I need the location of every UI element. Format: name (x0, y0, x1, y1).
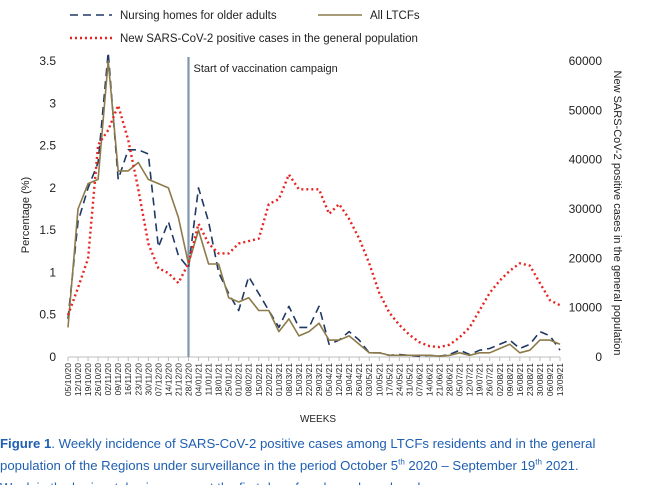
x-tick-label: 31/05/21 (404, 363, 414, 396)
vaccination-annotation: Start of vaccination campaign (187, 57, 338, 357)
x-tick-label: 28/06/21 (445, 363, 455, 396)
y2-axis-label: New SARS-CoV-2 positive cases in the gen… (611, 71, 623, 356)
x-tick-label: 26/04/21 (354, 363, 364, 396)
caption-text-1: . Weekly incidence of SARS-CoV-2 positiv… (51, 436, 596, 451)
x-tick-label: 24/05/21 (394, 363, 404, 396)
caption-line-2: population of the Regions under surveill… (0, 455, 640, 477)
x-tick-label: 07/06/21 (414, 363, 424, 396)
x-tick-label: 14/12/20 (163, 363, 173, 396)
x-tick-label: 05/10/20 (63, 363, 73, 396)
legend-label-3: New SARS-CoV-2 positive cases in the gen… (120, 33, 418, 45)
x-tick-label: 15/02/21 (254, 363, 264, 396)
caption-text-2b: 2020 – September 19 (404, 458, 536, 473)
x-tick-label: 03/05/21 (364, 363, 374, 396)
series-line-1 (67, 51, 561, 358)
caption-text-2a: population of the Regions under surveill… (0, 458, 399, 473)
x-tick-label: 15/03/21 (294, 363, 304, 396)
x-tick-label: 09/11/20 (113, 363, 123, 396)
x-tick-label: 16/08/21 (515, 363, 525, 396)
legend-label-2: All LTCFs (370, 10, 420, 22)
x-axis-ticks: 05/10/20 12/10/20 19/10/20 26/10/20 02/11/20… (63, 357, 565, 396)
x-tick-label: 18/01/21 (214, 363, 224, 396)
x-axis-label: WEEKS (300, 414, 336, 425)
right-tick-label: 40000 (569, 153, 603, 167)
x-tick-label: 08/02/21 (244, 363, 254, 396)
x-tick-label: 14/06/21 (424, 363, 434, 396)
caption-text-2c: 2021. (541, 458, 579, 473)
left-tick-label: 3 (49, 96, 56, 110)
left-tick-label: 2.5 (39, 139, 56, 153)
x-tick-label: 17/05/21 (384, 363, 394, 396)
x-tick-label: 04/01/21 (194, 363, 204, 396)
x-tick-label: 22/03/21 (304, 363, 314, 396)
vaccination-label: Start of vaccination campaign (193, 63, 337, 75)
x-tick-label: 29/03/21 (314, 363, 324, 396)
left-tick-label: 3.5 (39, 54, 56, 68)
left-tick-label: 0.5 (39, 308, 56, 322)
right-tick-label: 30000 (569, 202, 603, 216)
x-tick-label: 16/11/20 (123, 363, 133, 396)
caption-sup-a: th (398, 457, 405, 467)
x-tick-label: 06/09/21 (545, 363, 555, 396)
x-tick-label: 22/02/21 (264, 363, 274, 396)
x-tick-label: 02/11/20 (103, 363, 113, 396)
x-tick-label: 23/08/21 (525, 363, 535, 396)
legend-label-1: Nursing homes for older adults (120, 10, 277, 22)
chart-series (66, 51, 561, 358)
x-tick-label: 05/07/21 (455, 363, 465, 396)
caption-figure-label: Figure 1 (0, 436, 52, 451)
x-tick-label: 12/04/21 (334, 363, 344, 396)
left-tick-label: 2 (49, 181, 56, 195)
x-tick-label: 01/02/21 (234, 363, 244, 396)
x-tick-label: 01/03/21 (274, 363, 284, 396)
right-axis-ticks: 0 10000 20000 30000 40000 50000 60000 (569, 54, 603, 364)
caption-line-3: Week in the horizontal axis represent th… (0, 477, 640, 485)
x-tick-label: 26/07/21 (485, 363, 495, 396)
series-line-2 (67, 60, 561, 358)
x-tick-label: 12/07/21 (465, 363, 475, 396)
right-tick-label: 20000 (569, 251, 603, 265)
left-tick-label: 0 (49, 350, 56, 364)
y-axis-label: Percentage (%) (20, 177, 32, 253)
x-tick-label: 12/10/20 (73, 363, 83, 396)
x-tick-label: 26/10/20 (93, 363, 103, 396)
x-tick-label: 19/10/20 (83, 363, 93, 396)
x-tick-label: 30/11/20 (143, 363, 153, 396)
right-tick-label: 10000 (569, 301, 603, 315)
chart-container: 0 0.5 1 1.5 2 2.5 3 3.5 0 10000 20000 30000 40000 50… (20, 10, 623, 425)
chart-legend: Nursing homes for older adults All LTCFs N… (70, 10, 420, 45)
x-tick-label: 21/06/21 (435, 363, 445, 396)
x-tick-label: 09/08/21 (505, 363, 515, 396)
right-tick-label: 50000 (569, 103, 603, 117)
x-tick-label: 07/12/20 (153, 363, 163, 396)
line-chart: 0 0.5 1 1.5 2 2.5 3 3.5 0 10000 20000 30000 40000 50… (20, 10, 623, 425)
x-tick-label: 30/08/21 (535, 363, 545, 396)
x-tick-label: 28/12/20 (183, 363, 193, 396)
x-tick-label: 13/09/21 (555, 363, 565, 396)
x-tick-label: 23/11/20 (133, 363, 143, 396)
series-line-3 (66, 104, 561, 349)
figure-caption: Figure 1. Weekly incidence of SARS-CoV-2… (0, 433, 640, 497)
caption-sup-b: th (535, 457, 542, 467)
left-axis-ticks: 0 0.5 1 1.5 2 2.5 3 3.5 (39, 54, 56, 364)
right-tick-label: 0 (595, 350, 602, 364)
x-tick-label: 19/04/21 (344, 363, 354, 396)
x-tick-label: 11/01/21 (204, 363, 214, 396)
left-tick-label: 1.5 (39, 223, 56, 237)
left-tick-label: 1 (49, 265, 56, 279)
x-tick-label: 25/01/21 (224, 363, 234, 396)
x-tick-label: 10/05/21 (374, 363, 384, 396)
x-tick-label: 19/07/21 (475, 363, 485, 396)
x-tick-label: 02/08/21 (495, 363, 505, 396)
x-tick-label: 21/12/20 (173, 363, 183, 396)
x-tick-label: 08/03/21 (284, 363, 294, 396)
right-tick-label: 60000 (569, 54, 603, 68)
caption-line-1: Figure 1. Weekly incidence of SARS-CoV-2… (0, 433, 640, 455)
x-tick-label: 05/04/21 (324, 363, 334, 396)
